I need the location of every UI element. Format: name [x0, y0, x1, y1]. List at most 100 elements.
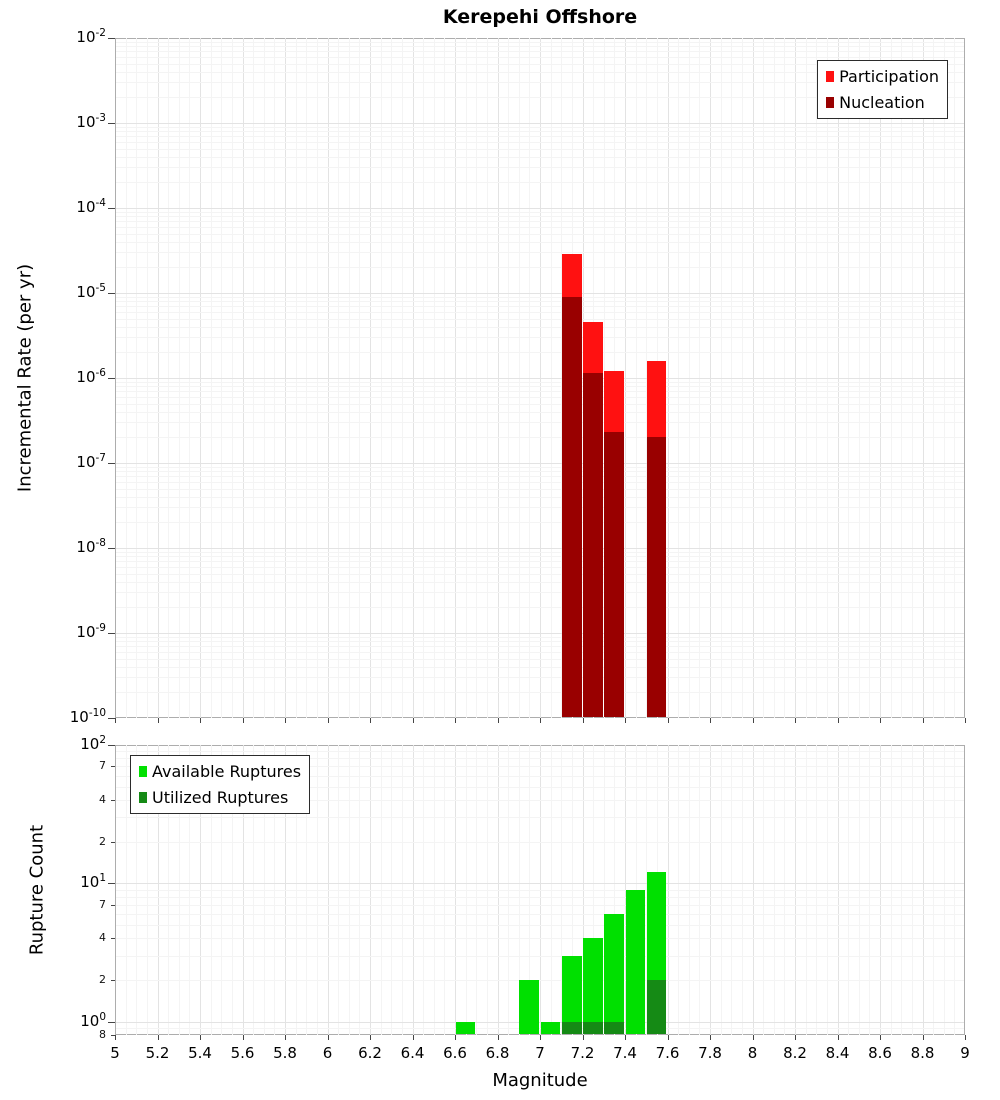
grid-line-h	[116, 167, 964, 169]
grid-line-h	[116, 551, 964, 553]
x-tick	[582, 718, 584, 723]
x-axis-label-magnitude: Magnitude	[492, 1070, 588, 1091]
grid-line-h	[116, 904, 964, 906]
x-tick	[157, 718, 159, 723]
grid-line-h	[116, 233, 964, 235]
x-tick	[880, 718, 881, 723]
x-tick-label: 5.2	[145, 1044, 170, 1062]
y-tick-label: 10-2	[76, 27, 106, 46]
legend-entry-nucleation: Nucleation	[826, 90, 939, 116]
y-tick	[111, 980, 115, 981]
x-tick-label: 5	[110, 1044, 120, 1062]
grid-line-h	[116, 352, 964, 354]
y-tick	[111, 938, 115, 940]
utilized-ruptures-bar	[604, 1021, 625, 1034]
x-tick-label: 8.2	[783, 1044, 807, 1062]
x-tick	[115, 718, 116, 723]
x-tick-label: 7.6	[655, 1044, 680, 1062]
x-tick-label: 6.6	[443, 1044, 467, 1062]
x-tick-label: 8.6	[868, 1044, 892, 1062]
grid-line-h	[116, 71, 964, 73]
grid-line-h	[116, 522, 964, 524]
x-tick	[200, 718, 201, 723]
grid-line-h	[116, 311, 964, 313]
y-tick-label: 7	[99, 759, 106, 773]
grid-line-h	[116, 296, 964, 298]
x-tick	[242, 718, 244, 723]
x-tick-label: 5.6	[230, 1044, 255, 1062]
grid-line-h	[116, 561, 964, 563]
grid-line-h	[116, 136, 964, 138]
available-ruptures-bar	[561, 955, 582, 1034]
grid-line-h	[116, 216, 964, 218]
x-tick-label: 8.4	[825, 1044, 850, 1062]
x-tick	[965, 1035, 966, 1040]
grid-line-h	[116, 476, 964, 478]
grid-line-h	[116, 378, 964, 379]
grid-line-h	[116, 326, 964, 328]
x-tick	[327, 1035, 329, 1040]
y-tick-label: 10-9	[76, 622, 106, 641]
y-tick	[108, 38, 115, 39]
x-tick	[880, 1035, 881, 1040]
grid-line-h	[116, 411, 964, 413]
grid-line-h	[116, 556, 964, 558]
grid-line-h	[116, 211, 964, 213]
utilized-ruptures-bar	[646, 980, 667, 1034]
x-tick-label: 7.2	[570, 1044, 595, 1062]
grid-line-h	[116, 581, 964, 583]
y-tick-label: 10-4	[76, 197, 106, 216]
y-tick	[108, 123, 115, 124]
x-tick	[710, 718, 711, 723]
available-ruptures-bar	[604, 914, 625, 1034]
nucleation-bar	[583, 372, 603, 717]
grid-line-h	[116, 636, 964, 638]
x-tick-label: 7.4	[613, 1044, 637, 1062]
grid-line-h	[116, 658, 964, 660]
grid-line-h	[116, 396, 964, 398]
x-tick	[922, 1035, 924, 1040]
x-tick	[370, 1035, 371, 1040]
grid-line-h	[116, 391, 964, 393]
x-tick	[497, 718, 499, 723]
x-tick-label: 5.8	[273, 1044, 297, 1062]
x-tick-label: 6.4	[400, 1044, 425, 1062]
nucleation-swatch-icon	[826, 96, 835, 108]
y-tick	[108, 378, 115, 379]
x-tick-label: 7.8	[698, 1044, 722, 1062]
y-tick	[111, 1035, 115, 1036]
grid-line-h	[116, 46, 964, 48]
y-tick-label: 10-5	[76, 282, 106, 301]
x-tick	[667, 1035, 669, 1040]
y-tick	[111, 766, 115, 768]
nucleation-bar	[646, 437, 667, 717]
x-tick	[965, 718, 966, 723]
grid-line-h	[116, 466, 964, 468]
grid-line-h	[116, 800, 964, 801]
available-ruptures-bar	[540, 1021, 561, 1034]
x-tick	[837, 718, 839, 723]
grid-line-h	[116, 126, 964, 128]
y-tick-label: 10-7	[76, 452, 106, 471]
legend-rupture-chart: Available Ruptures Utilized Ruptures	[130, 755, 311, 815]
x-tick	[667, 718, 669, 723]
x-tick	[922, 718, 924, 723]
x-tick	[540, 718, 541, 723]
page-title: Kerepehi Offshore	[442, 6, 638, 28]
grid-line-h	[116, 471, 964, 473]
x-tick	[540, 1035, 541, 1040]
grid-line-h	[116, 955, 964, 957]
grid-line-h	[116, 56, 964, 58]
y-tick	[108, 548, 115, 549]
x-tick	[582, 1035, 584, 1040]
available-ruptures-swatch-icon	[139, 766, 147, 778]
grid-line-h	[116, 889, 964, 891]
x-tick	[497, 1035, 499, 1040]
y-tick-label: 8	[99, 1028, 106, 1041]
x-tick	[200, 1035, 201, 1040]
grid-line-h	[116, 381, 964, 383]
x-tick	[837, 1035, 839, 1040]
grid-line-h	[116, 914, 964, 915]
grid-line-h	[116, 337, 964, 339]
